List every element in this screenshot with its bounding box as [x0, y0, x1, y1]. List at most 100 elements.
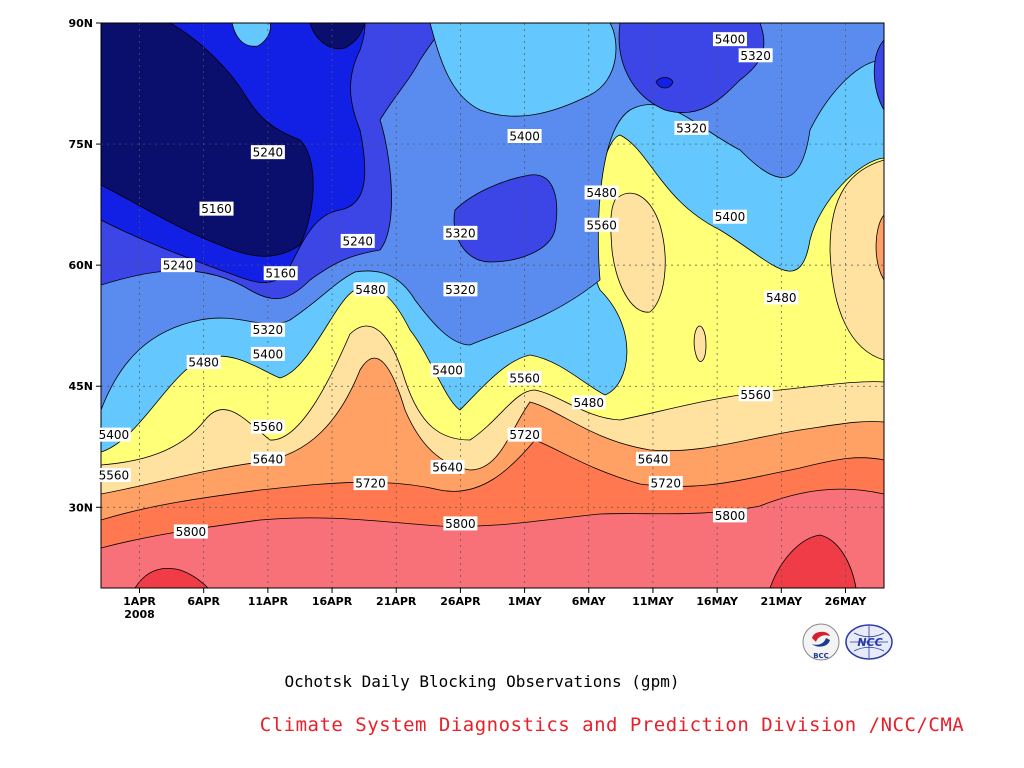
y-tick-label: 45N [68, 380, 93, 393]
contour-label-text: 5400 [253, 347, 284, 361]
x-tick-label: 26MAY [825, 595, 868, 608]
contour-label-bg [648, 476, 683, 491]
contour-label-bg [250, 145, 285, 160]
contour-label-text: 5480 [766, 291, 797, 305]
contour-label-bg [443, 516, 478, 531]
y-tick-label: 60N [68, 259, 93, 272]
contour-label-bg [738, 48, 773, 63]
contour-label: 5240 [161, 258, 196, 273]
contour-label-text: 5720 [355, 477, 386, 491]
contour-label-bg [738, 387, 773, 402]
contour-label: 5320 [250, 322, 285, 337]
contour-label-layer: 5240 5160 5240 5240 5160 5320 5400 5320 5480 5320… [96, 32, 799, 539]
cell-5880-right [769, 534, 857, 588]
contour-label-text: 5800 [176, 525, 207, 539]
contour-label-bg [96, 468, 131, 482]
contour-label-bg [584, 185, 619, 200]
contour-label-text: 5400 [99, 428, 130, 442]
contour-label-bg [250, 419, 285, 434]
contour-label-bg [96, 427, 131, 442]
chart-title: Ochotsk Daily Blocking Observations (gpm… [284, 672, 680, 691]
contour-label-text: 5720 [509, 428, 540, 442]
y-tick-label: 75N [68, 138, 93, 151]
contour-label-bg [443, 282, 478, 297]
contour-label: 5160 [263, 266, 298, 281]
contour-label-bg [199, 201, 234, 216]
contour-label: 5320 [674, 120, 709, 135]
contour-label-text: 5320 [445, 226, 476, 240]
contour-fill-layer [101, 23, 884, 588]
contour-label-text: 5400 [432, 364, 463, 378]
contour-label: 5640 [635, 451, 670, 466]
contour-label-text: 5240 [253, 146, 284, 160]
contour-label-text: 5640 [432, 460, 463, 474]
contour-label-bg [507, 129, 542, 143]
x-tick-label: 16MAY [696, 595, 739, 608]
contour-label-text: 5400 [509, 130, 540, 144]
ncc-logo: NCC [845, 624, 893, 660]
contour-label-bg [430, 363, 465, 378]
contour-label-bg [507, 371, 542, 386]
contour-label: 5560 [96, 468, 131, 483]
organization-caption: Climate System Diagnostics and Predictio… [259, 714, 965, 736]
x-tick-label: 26APR [440, 595, 481, 608]
contour-label: 5480 [764, 290, 799, 305]
contour-label: 5320 [443, 282, 478, 297]
cell-5880-left [134, 568, 209, 588]
contour-label-bg [584, 217, 619, 232]
contour-label-text: 5240 [342, 234, 373, 248]
x-tick-label: 16APR [312, 595, 353, 608]
plot-frame [100, 22, 885, 589]
contour-label-text: 5640 [253, 452, 284, 466]
contour-label-bg [353, 282, 388, 297]
contour-label: 5320 [738, 48, 773, 63]
contour-label: 5720 [648, 476, 683, 491]
x-tick-label: 1APR [123, 595, 156, 608]
band-top-5160-cap [309, 23, 366, 50]
contour-label: 5400 [96, 427, 131, 442]
cell-5240-tiny [655, 77, 674, 89]
contour-label-bg [507, 427, 542, 442]
contour-label-bg [173, 524, 208, 539]
x-tick-label: 21MAY [760, 595, 803, 608]
y-tick-label: 90N [68, 17, 93, 30]
contour-label-text: 5560 [509, 372, 540, 386]
contour-label: 5560 [584, 217, 619, 232]
bcc-logo: BCC [802, 623, 840, 661]
contour-label-text: 5320 [740, 49, 771, 63]
x-tick-label: 6APR [187, 595, 220, 608]
contour-label: 5400 [712, 32, 747, 47]
contour-label: 5400 [250, 346, 285, 361]
contour-label-text: 5800 [445, 517, 476, 531]
contour-label-text: 5480 [573, 396, 604, 410]
contour-label-text: 5560 [99, 469, 130, 483]
contour-label-text: 5640 [638, 452, 669, 466]
contour-label-bg [443, 225, 478, 240]
contour-label-bg [712, 209, 747, 224]
x-tick-label: 1MAY [508, 595, 543, 608]
bcc-logo-text: BCC [813, 652, 829, 660]
contour-label-bg [161, 258, 196, 273]
contour-label-text: 5320 [445, 283, 476, 297]
contour-label: 5480 [353, 282, 388, 297]
x-tick-label: 11MAY [632, 595, 675, 608]
contour-label-text: 5320 [676, 121, 707, 135]
contour-label: 5640 [430, 459, 465, 474]
axis-layer: 1APR 6APR 11APR 16APR 21APR 26APR 1MAY 6MAY 11MA… [68, 17, 867, 621]
contour-label-bg [263, 266, 298, 281]
x-tick-label: 11APR [248, 595, 289, 608]
contour-label-text: 5240 [163, 259, 194, 273]
cell-5560-may [610, 192, 666, 313]
contour-label: 5320 [443, 225, 478, 240]
contour-label: 5480 [571, 395, 606, 410]
contour-label: 5640 [250, 451, 285, 466]
contour-label: 5560 [738, 387, 773, 402]
contour-label-text: 5560 [253, 420, 284, 434]
contour-label-text: 5480 [355, 283, 386, 297]
contour-label-bg [674, 120, 709, 135]
contour-label-text: 5400 [715, 33, 746, 47]
contour-label-bg [353, 476, 388, 491]
x-tick-label: 21APR [376, 595, 417, 608]
band-below-5160 [101, 23, 314, 257]
contour-label: 5560 [507, 371, 542, 386]
